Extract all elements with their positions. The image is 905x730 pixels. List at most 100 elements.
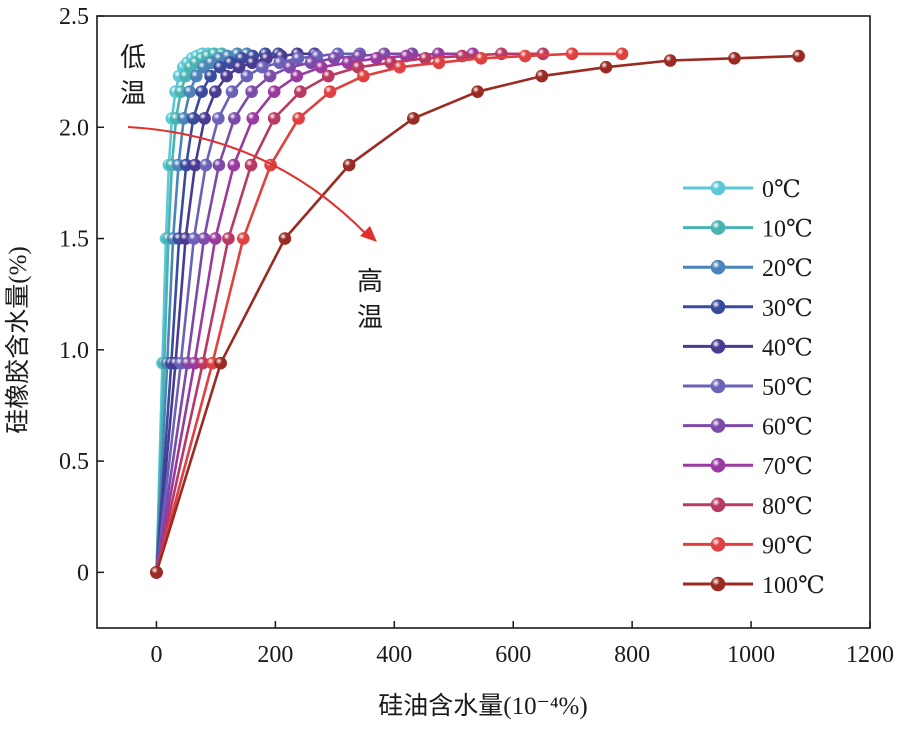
annotation-layer: 低 温 高 温 — [120, 43, 383, 332]
legend: 0℃ 10℃ 20℃ 30℃ 40℃ 50℃ 60℃ 70℃ 80℃ 90℃ 100℃ — [683, 177, 825, 599]
y-tick-label: 2.5 — [59, 4, 89, 30]
data-point — [236, 232, 250, 245]
data-point — [190, 69, 203, 83]
x-tick-label: 400 — [376, 642, 412, 668]
series-line — [155, 52, 473, 573]
data-point — [195, 85, 208, 98]
legend-item: 50℃ — [683, 375, 813, 401]
data-point — [187, 112, 200, 125]
temperature-trend-arrow — [127, 126, 369, 237]
series-10 — [150, 49, 805, 579]
data-point — [663, 54, 677, 67]
data-point — [244, 158, 258, 172]
legend-marker — [710, 537, 726, 552]
data-point — [322, 69, 335, 83]
data-point — [792, 49, 805, 63]
series-9 — [150, 47, 629, 579]
data-point — [615, 47, 629, 61]
series-layer — [150, 47, 805, 579]
data-point — [263, 69, 277, 83]
legend-item: 30℃ — [683, 296, 813, 322]
data-point — [323, 85, 337, 98]
plot-frame — [96, 15, 871, 629]
legend-marker — [710, 418, 726, 433]
x-tick-label: 1200 — [846, 642, 894, 668]
legend-label: 10℃ — [762, 217, 813, 243]
data-point — [150, 566, 163, 579]
legend-label: 60℃ — [762, 415, 813, 441]
data-point — [393, 60, 406, 74]
legend-label: 80℃ — [762, 494, 813, 520]
low-temp-label-1: 低 — [120, 43, 146, 72]
y-tick-label: 0.5 — [59, 449, 89, 475]
data-point — [728, 51, 741, 65]
series-7 — [150, 47, 480, 579]
data-point — [183, 85, 197, 98]
temperature-trend-arrowhead — [360, 226, 377, 242]
legend-item: 90℃ — [683, 533, 813, 559]
x-tick-label: 800 — [614, 642, 650, 668]
data-point — [342, 158, 356, 172]
series-line — [155, 54, 799, 573]
legend-item: 100℃ — [683, 573, 825, 599]
data-point — [535, 69, 549, 83]
data-point — [432, 56, 446, 70]
legend-item: 0℃ — [683, 177, 801, 203]
low-temp-label-2: 温 — [120, 79, 146, 108]
data-point — [198, 112, 211, 125]
legend-label: 20℃ — [762, 256, 813, 282]
data-point — [222, 232, 235, 245]
data-point — [267, 112, 281, 125]
legend-item: 40℃ — [683, 335, 813, 361]
legend-item: 60℃ — [683, 415, 813, 441]
data-point — [214, 356, 227, 370]
data-point — [212, 158, 226, 172]
data-point — [565, 47, 579, 61]
data-point — [209, 232, 222, 245]
data-point — [294, 85, 307, 98]
data-point — [267, 85, 281, 98]
series-line — [155, 52, 622, 573]
data-point — [518, 49, 532, 63]
legend-label: 40℃ — [762, 335, 813, 361]
y-tick-label: 1.5 — [59, 227, 89, 253]
data-point — [292, 112, 305, 125]
data-point — [209, 85, 222, 98]
axis-ticks: 0 200 400 600 800 1000 1200 0 0.5 1.0 1.5 2.0 2.5 — [59, 4, 894, 668]
data-point — [370, 51, 383, 65]
data-point — [199, 158, 213, 172]
legend-marker — [710, 299, 726, 315]
data-point — [407, 112, 420, 125]
y-axis-label: 硅橡胶含水量(%) — [4, 246, 32, 433]
legend-item: 80℃ — [683, 494, 813, 520]
legend-marker — [710, 180, 726, 196]
data-point — [256, 60, 269, 74]
legend-marker — [710, 497, 726, 513]
legend-marker — [710, 457, 726, 473]
data-point — [278, 232, 292, 245]
legend-marker — [710, 259, 726, 275]
legend-item: 70℃ — [683, 454, 813, 480]
data-point — [240, 69, 254, 83]
legend-marker — [710, 576, 726, 592]
data-point — [197, 232, 211, 245]
high-temp-label-2: 温 — [357, 303, 383, 332]
legend-item: 10℃ — [683, 217, 813, 243]
legend-label: 90℃ — [762, 533, 813, 559]
data-point — [474, 51, 488, 65]
data-point — [204, 69, 217, 83]
data-point — [283, 60, 296, 74]
x-tick-label: 600 — [495, 642, 531, 668]
data-point — [245, 85, 258, 98]
data-point — [188, 158, 202, 172]
legend-marker — [710, 220, 726, 235]
series-line — [155, 52, 360, 573]
data-point — [314, 60, 328, 74]
data-point — [357, 69, 370, 83]
data-point — [327, 51, 341, 65]
data-point — [225, 85, 239, 98]
legend-marker — [710, 339, 726, 354]
high-temp-label-1: 高 — [357, 267, 383, 296]
series-8 — [150, 47, 550, 579]
